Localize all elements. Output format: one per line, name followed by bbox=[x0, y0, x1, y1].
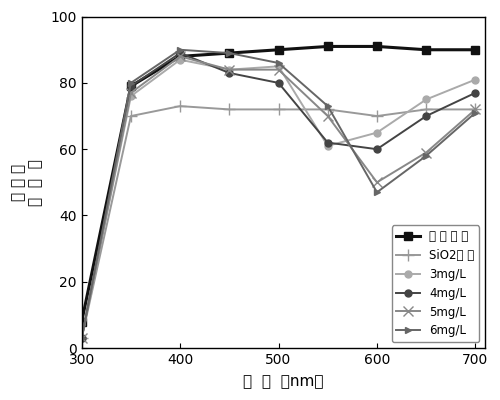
Line: 5mg/L: 5mg/L bbox=[77, 52, 480, 343]
SiO2镀 膜 bbox=[374, 114, 380, 118]
3mg/L bbox=[177, 57, 183, 62]
玻 璃 基 片 bbox=[472, 47, 478, 52]
5mg/L bbox=[276, 67, 281, 72]
4mg/L bbox=[472, 90, 478, 95]
SiO2镀 膜 bbox=[78, 336, 84, 340]
SiO2镀 膜 bbox=[128, 114, 134, 118]
玻 璃 基 片 bbox=[226, 51, 232, 56]
玻 璃 基 片 bbox=[128, 84, 134, 89]
4mg/L bbox=[324, 140, 330, 145]
5mg/L bbox=[472, 107, 478, 112]
玻 璃 基 片 bbox=[78, 319, 84, 324]
6mg/L bbox=[472, 110, 478, 115]
玻 璃 基 片 bbox=[324, 44, 330, 49]
6mg/L bbox=[324, 104, 330, 108]
Line: 3mg/L: 3mg/L bbox=[78, 56, 479, 342]
SiO2镀 膜 bbox=[324, 107, 330, 112]
6mg/L bbox=[177, 47, 183, 52]
SiO2镀 膜 bbox=[276, 107, 281, 112]
5mg/L bbox=[226, 67, 232, 72]
5mg/L bbox=[374, 180, 380, 185]
4mg/L bbox=[423, 114, 429, 118]
SiO2镀 膜 bbox=[472, 107, 478, 112]
4mg/L bbox=[128, 84, 134, 89]
玻 璃 基 片 bbox=[177, 54, 183, 59]
6mg/L bbox=[128, 80, 134, 85]
6mg/L bbox=[423, 154, 429, 158]
3mg/L bbox=[374, 130, 380, 135]
4mg/L bbox=[78, 336, 84, 340]
SiO2镀 膜 bbox=[423, 107, 429, 112]
3mg/L bbox=[276, 64, 281, 69]
玻 璃 基 片 bbox=[374, 44, 380, 49]
3mg/L bbox=[472, 77, 478, 82]
3mg/L bbox=[78, 336, 84, 340]
5mg/L bbox=[78, 336, 84, 340]
5mg/L bbox=[128, 90, 134, 95]
Line: SiO2镀 膜: SiO2镀 膜 bbox=[76, 100, 481, 344]
玻 璃 基 片 bbox=[423, 47, 429, 52]
6mg/L bbox=[78, 336, 84, 340]
3mg/L bbox=[128, 94, 134, 98]
4mg/L bbox=[177, 51, 183, 56]
6mg/L bbox=[226, 51, 232, 56]
3mg/L bbox=[324, 144, 330, 148]
玻 璃 基 片 bbox=[276, 47, 281, 52]
Line: 4mg/L: 4mg/L bbox=[78, 50, 479, 342]
3mg/L bbox=[423, 97, 429, 102]
Line: 6mg/L: 6mg/L bbox=[78, 46, 479, 342]
SiO2镀 膜 bbox=[226, 107, 232, 112]
5mg/L bbox=[423, 150, 429, 155]
6mg/L bbox=[276, 61, 281, 66]
3mg/L bbox=[226, 67, 232, 72]
Y-axis label: （ ％ ）
透  射  率: （ ％ ） 透 射 率 bbox=[11, 159, 44, 206]
SiO2镀 膜 bbox=[177, 104, 183, 108]
4mg/L bbox=[374, 147, 380, 152]
6mg/L bbox=[374, 190, 380, 195]
4mg/L bbox=[276, 80, 281, 85]
5mg/L bbox=[177, 54, 183, 59]
Line: 玻 璃 基 片: 玻 璃 基 片 bbox=[78, 42, 479, 326]
X-axis label: 波  长  （nm）: 波 长 （nm） bbox=[243, 374, 324, 389]
4mg/L bbox=[226, 70, 232, 75]
Legend: 玻 璃 基 片, SiO2镀 膜, 3mg/L, 4mg/L, 5mg/L, 6mg/L: 玻 璃 基 片, SiO2镀 膜, 3mg/L, 4mg/L, 5mg/L, 6… bbox=[392, 225, 480, 342]
5mg/L bbox=[324, 114, 330, 118]
